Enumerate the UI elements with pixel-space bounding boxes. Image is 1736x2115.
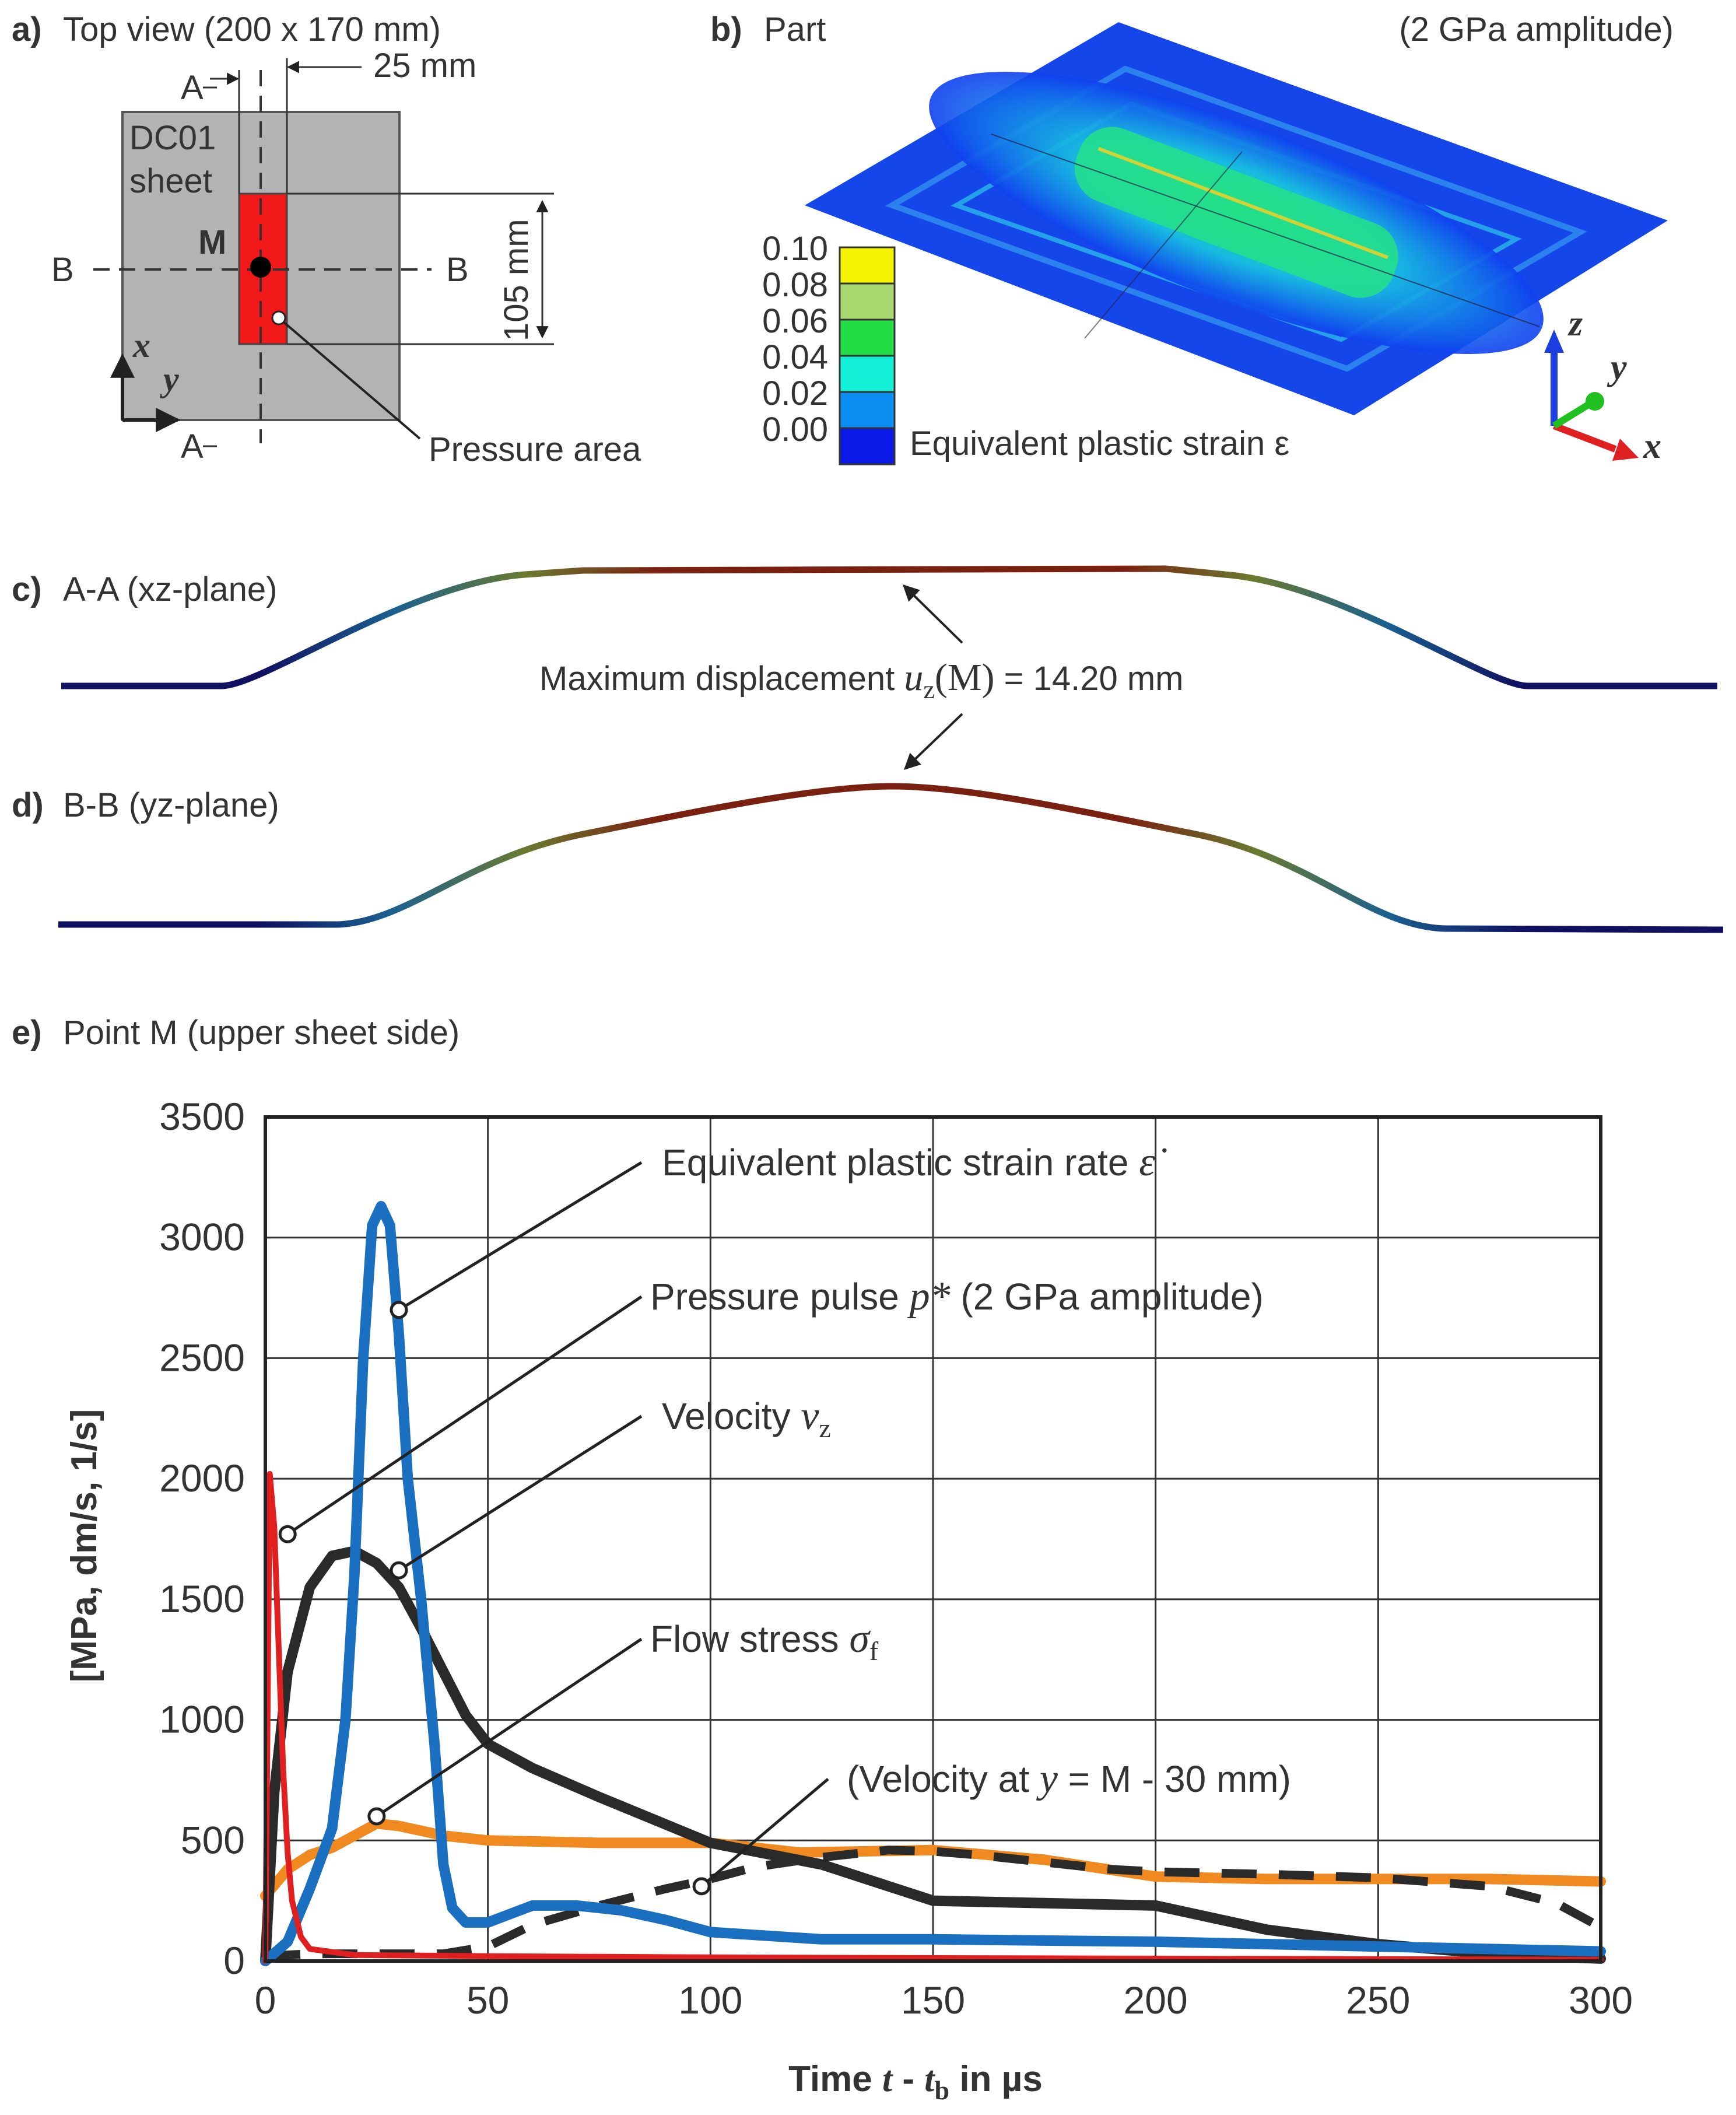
- x-tick-1: 50: [467, 1979, 509, 2022]
- legend-swatch-0: [839, 246, 896, 285]
- panel-d-letter: d): [12, 786, 44, 824]
- panel-d: d) B-B (yz-plane): [12, 783, 1724, 933]
- panel-a: a) Top view (200 x 170 mm) 25 mm 105 mm …: [12, 10, 641, 468]
- y-tick-0: 0: [223, 1939, 245, 1982]
- section-a-top: A: [181, 69, 204, 107]
- dim-105mm: 105 mm: [497, 219, 535, 341]
- x-tick-2: 100: [678, 1979, 742, 2022]
- section-b-left: B: [51, 251, 74, 289]
- y-tick-6: 3000: [159, 1216, 245, 1259]
- legend-value-1: 0.08: [762, 266, 828, 304]
- legend-title: Equivalent plastic strain ε: [910, 425, 1289, 463]
- profile-aa: [61, 565, 1717, 689]
- legend-swatch-1: [839, 282, 896, 321]
- panel-c-title: A-A (xz-plane): [63, 570, 277, 608]
- legend-swatch-2: [839, 318, 896, 357]
- max-disp-arrow-down: [903, 713, 963, 770]
- legend-value-5: 0.00: [762, 411, 828, 449]
- panel-a-letter: a): [12, 10, 42, 48]
- annotation-label-3: Flow stress σf: [650, 1616, 879, 1666]
- strain-legend: 0.100.080.060.040.020.00: [762, 230, 896, 465]
- y-tick-4: 2000: [159, 1456, 245, 1500]
- annotation-leader-3: [376, 1637, 643, 1818]
- annotation-dot-1: [278, 1525, 297, 1543]
- legend-value-3: 0.04: [762, 338, 828, 376]
- y-tick-2: 1000: [159, 1698, 245, 1741]
- max-disp-arrow-up: [903, 584, 963, 644]
- point-m-label: M: [198, 223, 226, 261]
- section-a-bottom: A: [181, 428, 204, 465]
- y-tick-3: 1500: [159, 1577, 245, 1620]
- point-m-marker: [250, 257, 271, 278]
- panel-b-letter: b): [710, 10, 742, 48]
- chart-ticks: 0 50 100 150 200 250 3000500100015002000250030…: [159, 1095, 1633, 2022]
- x-tick-4: 200: [1124, 1979, 1188, 2022]
- axis-x-label: x: [132, 326, 150, 365]
- triad-y-axis: [1552, 399, 1594, 429]
- panel-e-letter: e): [12, 1014, 42, 1052]
- panel-e-title: Point M (upper sheet side): [63, 1014, 460, 1052]
- series-line-4: [265, 1846, 1603, 1961]
- panel-c-letter: c): [12, 570, 42, 608]
- line-chart: 0 50 100 150 200 250 3000500100015002000250030…: [64, 1095, 1633, 2105]
- panel-c: c) A-A (xz-plane): [12, 565, 1717, 689]
- sheet-label-line1: DC01: [129, 119, 216, 157]
- triad-z-label: z: [1567, 304, 1583, 344]
- dim-25mm: 25 mm: [373, 47, 476, 85]
- annotation-leader-0: [398, 1161, 643, 1311]
- annotation-label-4: (Velocity at y = M - 30 mm): [847, 1756, 1291, 1801]
- series-line-0: [262, 1470, 1604, 1964]
- y-tick-5: 2500: [159, 1336, 245, 1379]
- max-disp-label: Maximum displacement uz(M) = 14.20 mm: [539, 656, 1183, 704]
- legend-swatch-5: [839, 427, 896, 465]
- chart-frame: [264, 1115, 1602, 1963]
- pressure-area-label: Pressure area: [429, 430, 641, 468]
- y-tick-1: 500: [181, 1818, 245, 1861]
- legend-value-2: 0.06: [762, 302, 828, 340]
- series-line-3: [260, 1818, 1606, 1902]
- max-displacement-annotation: Maximum displacement uz(M) = 14.20 mm: [539, 584, 1183, 770]
- profile-bb: [58, 783, 1724, 933]
- triad-x-label: x: [1643, 426, 1661, 466]
- legend-swatch-3: [839, 355, 896, 393]
- x-tick-0: 0: [255, 1979, 276, 2022]
- triad-x-axis: [1552, 422, 1617, 453]
- annotation-label-0: Equivalent plastic strain rate ε̇: [662, 1140, 1167, 1185]
- annotation-dot-3: [367, 1807, 386, 1826]
- annotation-label-1: Pressure pulse p* (2 GPa amplitude): [650, 1274, 1264, 1319]
- legend-swatch-4: [839, 391, 896, 429]
- chart-annotations: Equivalent plastic strain rate ε̇ Pressur…: [278, 1140, 1291, 1896]
- chart-series: [260, 1201, 1606, 1966]
- panel-b: b) Part (2 GPa amplitude) 0.100.080.060.…: [710, 10, 1674, 466]
- x-tick-3: 150: [901, 1979, 965, 2022]
- plot-frame: [264, 1115, 1602, 1963]
- y-tick-7: 3500: [159, 1095, 245, 1138]
- y-axis-title: [MPa, dm/s, 1/s]: [64, 1409, 104, 1683]
- x-tick-6: 300: [1569, 1979, 1633, 2022]
- x-axis-title: Time t - tb in µs: [788, 2059, 1043, 2105]
- panel-b-title: Part: [764, 10, 826, 48]
- triad-y-label: y: [1607, 348, 1627, 387]
- annotation-leader-1: [286, 1295, 643, 1536]
- annotation-leader-2: [398, 1414, 643, 1572]
- series-line-2: [260, 1201, 1606, 1966]
- annotation-dot-4: [692, 1877, 711, 1896]
- panel-d-title: B-B (yz-plane): [63, 786, 279, 824]
- series-line-1: [260, 1546, 1606, 1966]
- legend-value-0: 0.10: [762, 230, 828, 268]
- annotation-dot-2: [390, 1561, 408, 1580]
- legend-value-4: 0.02: [762, 374, 828, 412]
- panel-a-title: Top view (200 x 170 mm): [63, 10, 441, 48]
- section-b-right: B: [446, 251, 469, 289]
- sheet-label-line2: sheet: [129, 162, 212, 200]
- annotation-dot-0: [390, 1301, 408, 1319]
- x-tick-5: 250: [1346, 1979, 1410, 2022]
- annotation-leader-4: [700, 1778, 829, 1888]
- axis-y-label: y: [160, 360, 179, 398]
- panel-e: e) Point M (upper sheet side): [12, 1014, 460, 1052]
- annotation-label-2: Velocity vz: [662, 1393, 831, 1443]
- panel-b-amplitude: (2 GPa amplitude): [1399, 10, 1674, 48]
